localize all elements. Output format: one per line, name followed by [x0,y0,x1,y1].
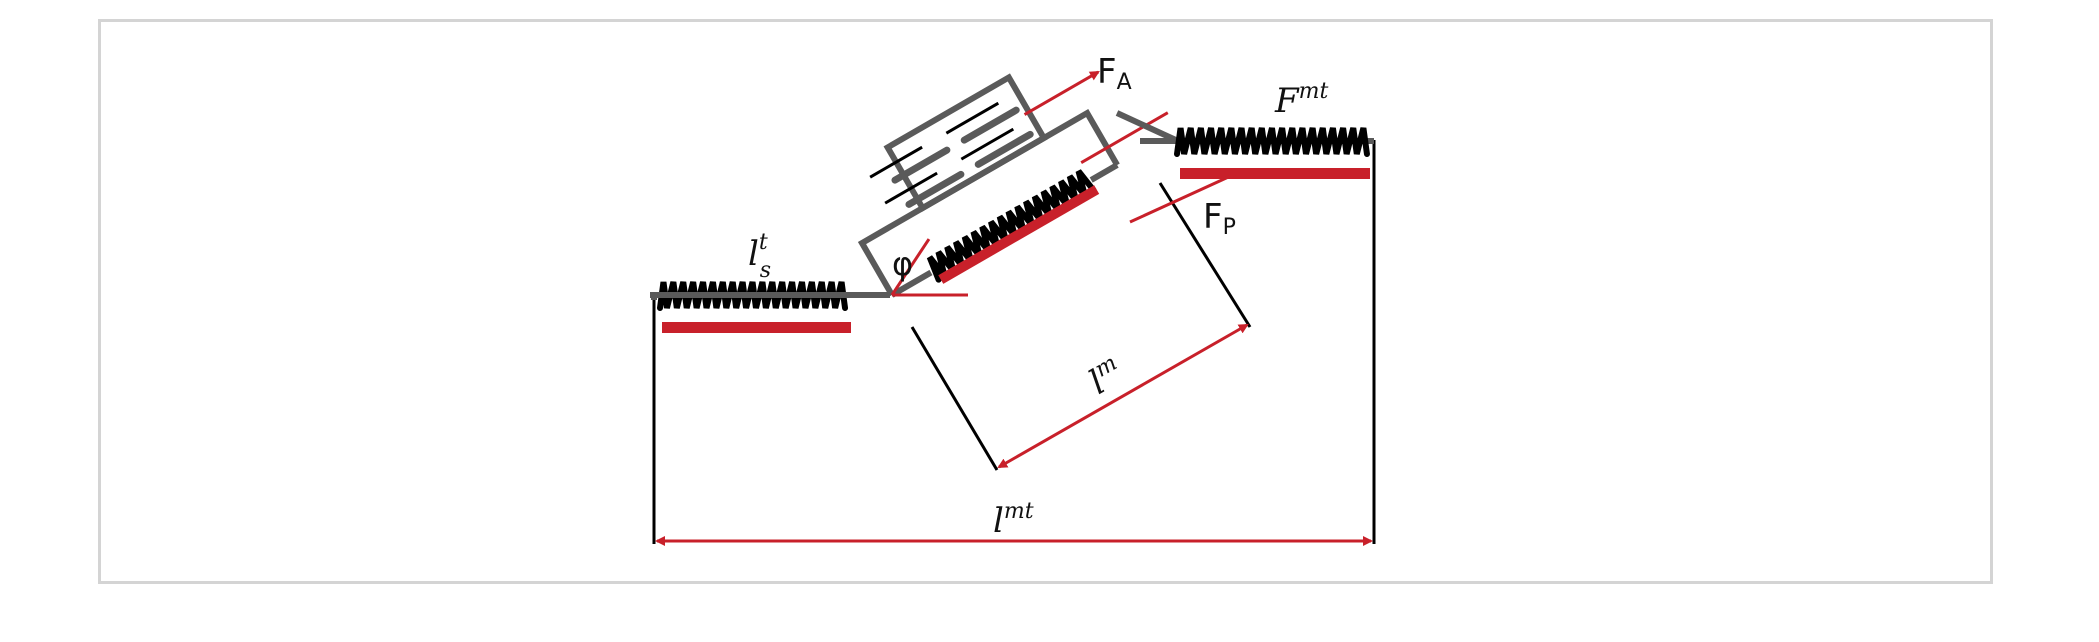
passive-force-label: FP [1203,197,1236,240]
muscle-fiber-assembly [857,70,1169,298]
tendon-spring-left [657,281,849,311]
pennation-angle-label: φ [892,245,913,283]
passive-element-bar [938,185,1100,284]
passive-force-line [890,238,931,296]
tendon-slack-bar [662,322,851,333]
tendon-connector-right [1115,110,1180,144]
tendon-slack-length-label: lt s [748,230,771,283]
diagram-frame [98,19,1993,584]
musculotendon-force-label: Fmt [1274,79,1328,121]
muscle-length-end-right [1158,182,1252,328]
muscle-length-arrow [997,323,1249,469]
active-force-label: FA [1097,52,1132,95]
passive-element-spring [926,169,1097,283]
active-force-line [1023,70,1100,116]
musculotendon-length-label: lmt [993,499,1034,541]
tendon-spring-right [1174,127,1370,157]
musculotendon-force-bar [1180,168,1370,179]
muscle-length-end-left [910,326,999,471]
